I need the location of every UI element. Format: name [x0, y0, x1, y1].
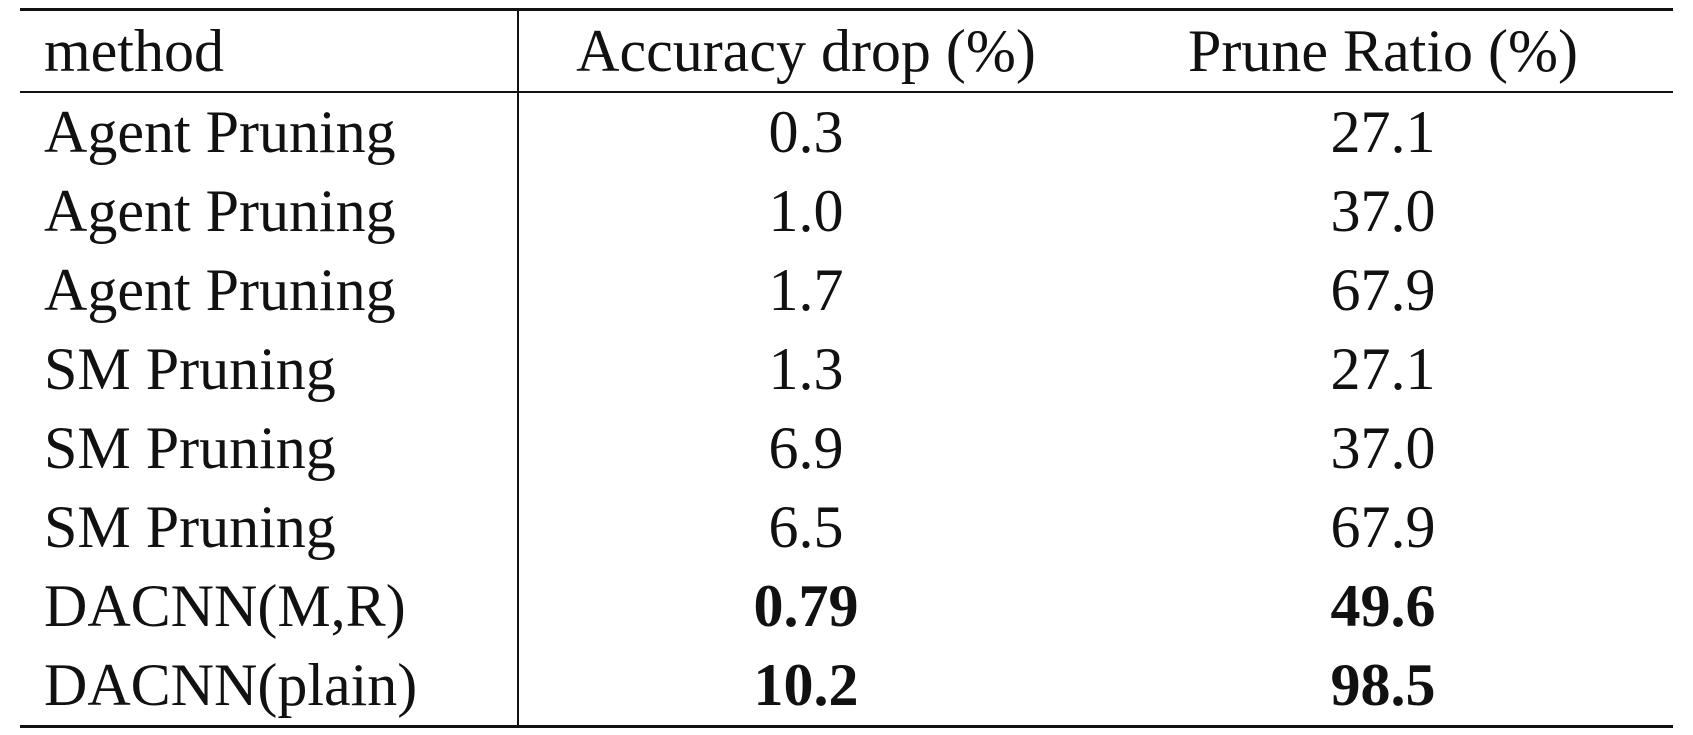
cell-prune-ratio: 37.0 — [1330, 415, 1436, 481]
cell-prune-ratio: 98.5 — [1330, 652, 1436, 718]
header-row: method Accuracy drop (%) Prune Ratio (%) — [20, 9, 1673, 92]
table-row: Agent Pruning 0.3 27.1 — [20, 92, 1673, 172]
cell-method: Agent Pruning — [20, 251, 519, 330]
cell-accuracy-drop: 6.9 — [768, 415, 844, 481]
cell-prune-ratio: 27.1 — [1330, 336, 1436, 402]
cell-prune-ratio: 27.1 — [1330, 99, 1436, 165]
cell-method: Agent Pruning — [20, 172, 519, 251]
table-row: Agent Pruning 1.7 67.9 — [20, 251, 1673, 330]
cell-prune-ratio: 67.9 — [1330, 257, 1436, 323]
table-row: SM Pruning 1.3 27.1 — [20, 330, 1673, 409]
table-row: Agent Pruning 1.0 37.0 — [20, 172, 1673, 251]
cell-prune-ratio: 49.6 — [1330, 573, 1436, 639]
table-row: SM Pruning 6.9 37.0 — [20, 409, 1673, 488]
table-row: DACNN(M,R) 0.79 49.6 — [20, 567, 1673, 646]
header-accuracy-drop: Accuracy drop (%) — [576, 18, 1036, 84]
table-header: method Accuracy drop (%) Prune Ratio (%) — [20, 9, 1673, 92]
cell-prune-ratio: 67.9 — [1330, 494, 1436, 560]
table-row: DACNN(plain) 10.2 98.5 — [20, 646, 1673, 727]
results-table-container: method Accuracy drop (%) Prune Ratio (%)… — [20, 8, 1673, 728]
results-table: method Accuracy drop (%) Prune Ratio (%)… — [20, 8, 1673, 728]
cell-method: DACNN(M,R) — [20, 567, 519, 646]
cell-method: DACNN(plain) — [20, 646, 519, 727]
cell-accuracy-drop: 10.2 — [753, 652, 859, 718]
table-row: SM Pruning 6.5 67.9 — [20, 488, 1673, 567]
cell-accuracy-drop: 6.5 — [768, 494, 844, 560]
cell-method: SM Pruning — [20, 330, 519, 409]
cell-accuracy-drop: 1.0 — [768, 178, 844, 244]
table-body: Agent Pruning 0.3 27.1 Agent Pruning 1.0… — [20, 92, 1673, 727]
header-prune-ratio: Prune Ratio (%) — [1188, 18, 1578, 84]
cell-method: Agent Pruning — [20, 92, 519, 172]
cell-accuracy-drop: 0.79 — [753, 573, 859, 639]
cell-accuracy-drop: 1.7 — [768, 257, 844, 323]
cell-accuracy-drop: 1.3 — [768, 336, 844, 402]
cell-method: SM Pruning — [20, 409, 519, 488]
cell-method: SM Pruning — [20, 488, 519, 567]
cell-prune-ratio: 37.0 — [1330, 178, 1436, 244]
cell-accuracy-drop: 0.3 — [768, 99, 844, 165]
header-method: method — [20, 9, 519, 92]
